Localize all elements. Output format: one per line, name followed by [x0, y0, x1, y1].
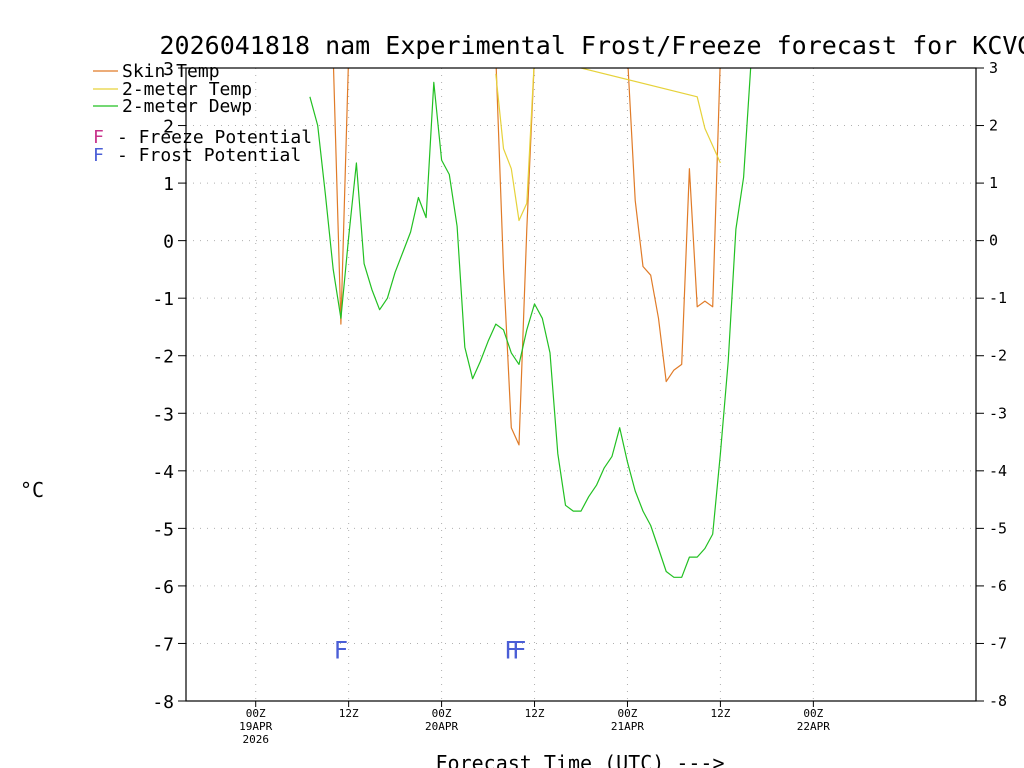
- frost-marker-1: F: [504, 636, 518, 664]
- x-tick-label-3-0: 12Z: [525, 707, 545, 720]
- legend-label-2m-temp: 2-meter Temp: [122, 79, 252, 100]
- y-axis-left: -8 -7 -6 -5 -4 -3 -2 -1 0 1 2 3: [152, 59, 186, 713]
- x-tick-label-2-1: 20APR: [425, 720, 458, 733]
- x-axis-label: Forecast Time (UTC) --->: [436, 751, 725, 768]
- y-tick-label-right-11: 3: [989, 59, 998, 77]
- y-tick-label-left-2: -6: [152, 577, 174, 598]
- y-tick-label-left-5: -3: [152, 404, 174, 425]
- legend-frost-label: - Frost Potential: [117, 145, 301, 166]
- y-tick-label-right-5: -3: [989, 404, 1007, 422]
- y-tick-label-right-0: -8: [989, 692, 1007, 710]
- y-tick-label-left-8: 0: [163, 232, 174, 253]
- y-tick-label-left-11: 3: [163, 59, 174, 80]
- y-tick-label-right-4: -4: [989, 462, 1007, 480]
- y-tick-label-right-2: -6: [989, 577, 1007, 595]
- x-tick-label-5-0: 12Z: [710, 707, 730, 720]
- x-tick-label-1-0: 12Z: [339, 707, 359, 720]
- frost-marker-0: F: [334, 636, 348, 664]
- y-tick-label-right-3: -5: [989, 519, 1007, 537]
- y-tick-label-left-7: -1: [152, 289, 174, 310]
- grid-lines: [186, 68, 976, 701]
- y-tick-label-left-9: 1: [163, 174, 174, 195]
- y-tick-label-right-6: -2: [989, 347, 1007, 365]
- legend-label-2m-dewp: 2-meter Dewp: [122, 96, 252, 117]
- y-tick-label-left-10: 2: [163, 117, 174, 138]
- x-tick-label-0-2: 2026: [242, 733, 269, 746]
- y-tick-label-left-3: -5: [152, 519, 174, 540]
- series-line-2-meter-dewp: [309, 68, 752, 578]
- x-tick-label-4-1: 21APR: [611, 720, 644, 733]
- y-tick-label-left-1: -7: [152, 634, 174, 655]
- frost-markers: F FF: [334, 636, 527, 664]
- y-tick-label-left-6: -2: [152, 347, 174, 368]
- legend-label-skin-temp: Skin Temp: [122, 61, 220, 82]
- legend-frost-mark: F: [93, 145, 104, 166]
- y-tick-label-left-0: -8: [152, 692, 174, 713]
- series-line-2-meter-temp: [495, 68, 721, 222]
- x-tick-label-0-1: 19APR: [239, 720, 272, 733]
- y-tick-label-right-9: 1: [989, 174, 998, 192]
- x-tick-label-6-0: 00Z: [803, 707, 823, 720]
- series-line-skin-temp: [332, 68, 721, 446]
- y-tick-label-right-8: 0: [989, 232, 998, 250]
- y-axis-right: -8 -7 -6 -5 -4 -3 -2 -1 0 1 2 3: [976, 59, 1007, 710]
- y-tick-label-left-4: -4: [152, 462, 174, 483]
- y-axis-label: °C: [20, 478, 44, 502]
- x-tick-label-4-0: 00Z: [618, 707, 638, 720]
- legend-freeze-mark: F: [93, 127, 104, 148]
- plot-frame: [185, 67, 977, 702]
- series-layer: [309, 68, 752, 578]
- x-tick-label-6-1: 22APR: [797, 720, 830, 733]
- legend: Skin Temp 2-meter Temp 2-meter Dewp F - …: [93, 61, 312, 166]
- x-tick-label-0-0: 00Z: [246, 707, 266, 720]
- y-tick-label-right-10: 2: [989, 117, 998, 135]
- chart-title: 2026041818 nam Experimental Frost/Freeze…: [160, 31, 1024, 60]
- legend-freeze-label: - Freeze Potential: [117, 127, 312, 148]
- y-tick-label-right-1: -7: [989, 634, 1007, 652]
- y-tick-label-right-7: -1: [989, 289, 1007, 307]
- frost-marker-2: F: [512, 636, 526, 664]
- x-tick-label-2-0: 00Z: [432, 707, 452, 720]
